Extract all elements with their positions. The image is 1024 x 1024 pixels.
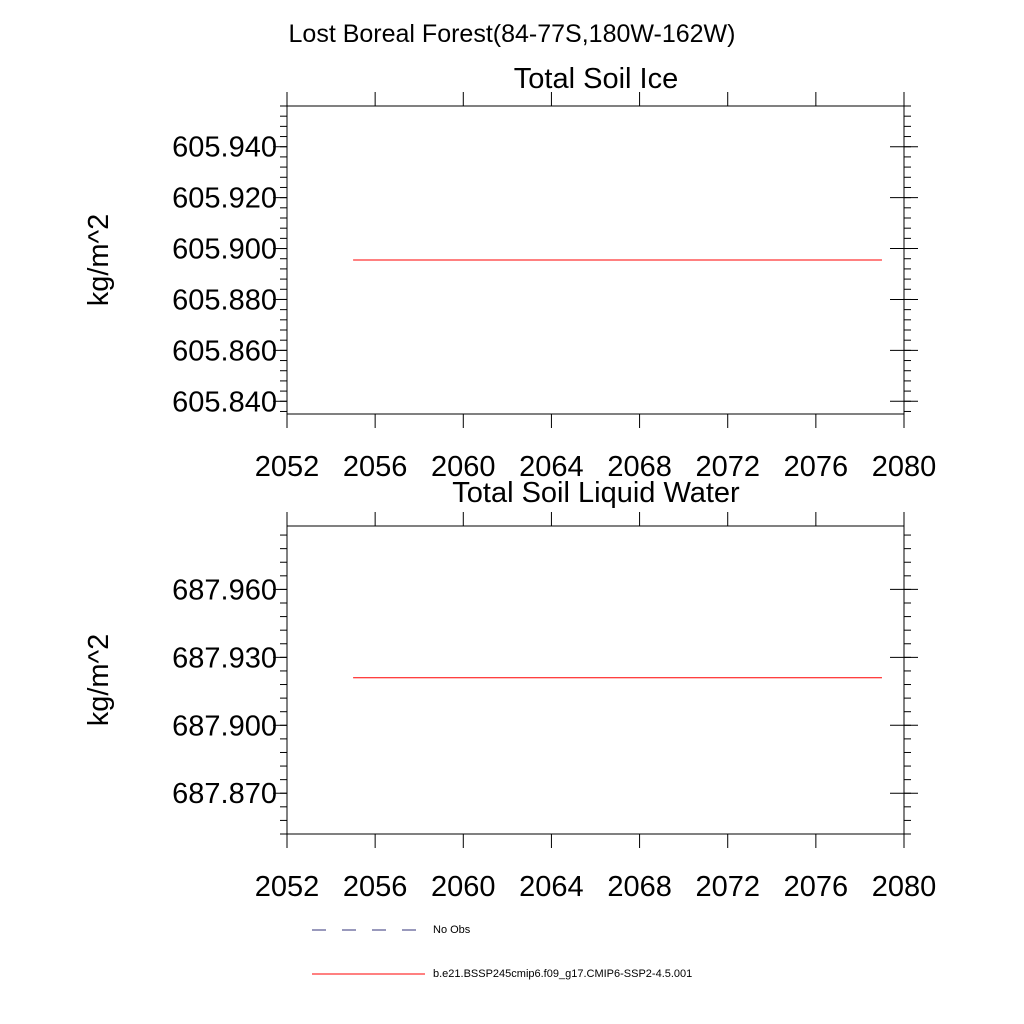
y-tick-label: 605.860 — [172, 335, 277, 367]
x-tick-label: 2068 — [607, 451, 672, 483]
total-soil-liquid-water-plot: Total Soil Liquid Water kg/m^2 2052 2056 2… — [83, 477, 936, 903]
y-axis-label: kg/m^2 — [83, 634, 115, 727]
x-tick-label: 2068 — [607, 871, 672, 903]
x-tick-label: 2052 — [255, 871, 320, 903]
axis-ticks: 2052 2056 2060 2064 2068 2072 2076 2080 605.840 6… — [172, 92, 936, 483]
y-tick-label: 605.920 — [172, 183, 277, 215]
legend-label-model-run: b.e21.BSSP245cmip6.f09_g17.CMIP6-SSP2-4.… — [433, 968, 692, 980]
x-tick-label: 2064 — [519, 451, 584, 483]
plot-title: Total Soil Ice — [514, 63, 678, 95]
y-tick-label: 605.840 — [172, 386, 277, 418]
x-tick-label: 2080 — [872, 451, 937, 483]
x-tick-label: 2060 — [431, 451, 496, 483]
legend: No Obs b.e21.BSSP245cmip6.f09_g17.CMIP6-… — [312, 924, 692, 980]
y-tick-label: 687.960 — [172, 574, 277, 606]
x-tick-label: 2076 — [784, 871, 849, 903]
axis-ticks: 2052 2056 2060 2064 2068 2072 2076 2080 687.870 6… — [172, 512, 936, 903]
y-tick-label: 687.930 — [172, 642, 277, 674]
x-tick-label: 2052 — [255, 451, 320, 483]
y-tick-label: 687.870 — [172, 778, 277, 810]
total-soil-ice-plot: Total Soil Ice kg/m^2 2052 2056 2060 2064 20… — [83, 63, 936, 483]
y-tick-label: 605.880 — [172, 284, 277, 316]
y-tick-label: 605.900 — [172, 234, 277, 266]
x-tick-label: 2060 — [431, 871, 496, 903]
x-tick-label: 2072 — [695, 871, 760, 903]
figure-title: Lost Boreal Forest(84-77S,180W-162W) — [289, 20, 736, 48]
x-tick-label: 2056 — [343, 451, 408, 483]
x-tick-label: 2080 — [872, 871, 937, 903]
x-tick-label: 2072 — [695, 451, 760, 483]
plot-frame — [286, 105, 905, 415]
x-tick-label: 2056 — [343, 871, 408, 903]
x-tick-label: 2064 — [519, 871, 584, 903]
y-axis-label: kg/m^2 — [83, 214, 115, 307]
plot-frame — [286, 525, 905, 835]
y-tick-label: 605.940 — [172, 132, 277, 164]
plot-title: Total Soil Liquid Water — [452, 477, 740, 509]
y-tick-label: 687.900 — [172, 710, 277, 742]
legend-label-no-obs: No Obs — [433, 924, 471, 936]
x-tick-label: 2076 — [784, 451, 849, 483]
